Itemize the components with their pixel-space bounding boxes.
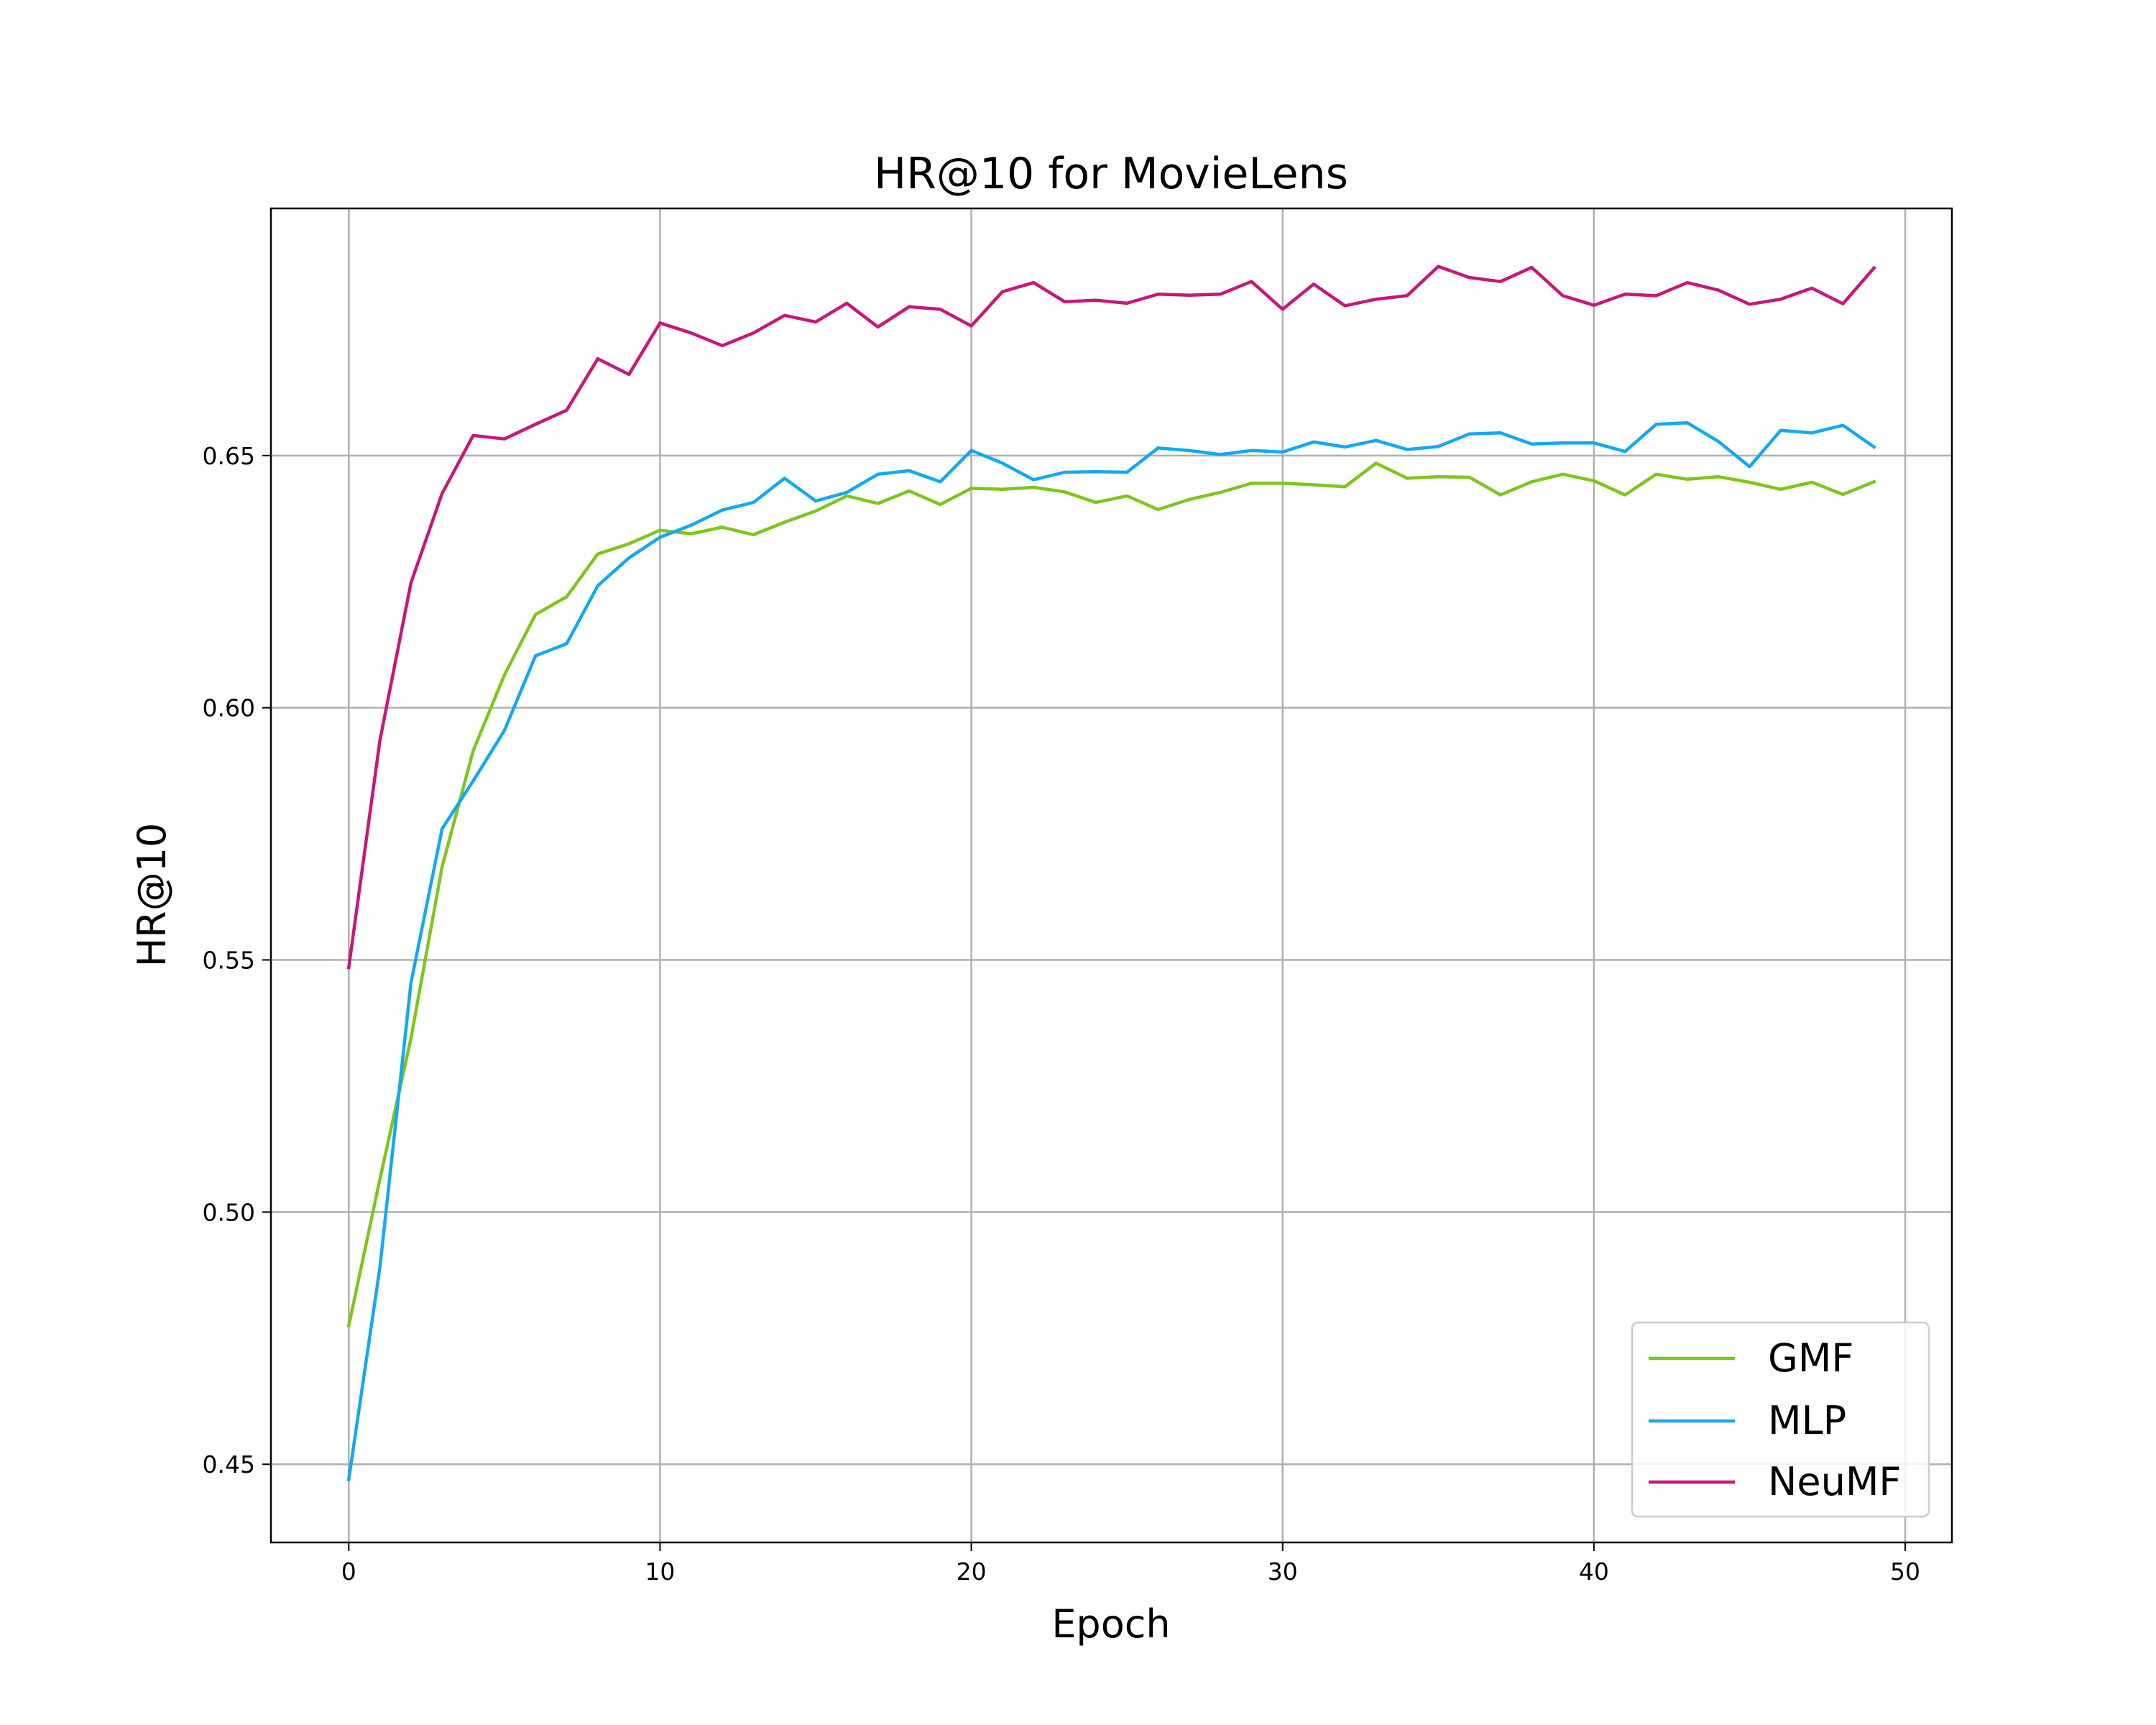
- x-tick-label: 0: [341, 1558, 356, 1586]
- legend-label-mlp: MLP: [1768, 1398, 1846, 1443]
- x-tick-label: 30: [1268, 1558, 1298, 1586]
- series-group: [346, 264, 1876, 1481]
- x-tick-label: 10: [645, 1558, 675, 1586]
- series-line-neumf: [346, 264, 1876, 970]
- ticks: 0 10 20 30 40 50 0.45 0.50 0.55 0.60 0.65: [203, 442, 1921, 1586]
- x-tick-label: 20: [957, 1558, 987, 1586]
- chart-title: HR@10 for MovieLens: [874, 149, 1348, 199]
- legend-label-neumf: NeuMF: [1768, 1459, 1902, 1504]
- y-tick-label: 0.50: [203, 1198, 255, 1226]
- y-tick-label: 0.65: [203, 442, 255, 470]
- y-tick-label: 0.60: [203, 694, 255, 722]
- series-line-gmf: [346, 461, 1876, 1328]
- x-tick-label: 40: [1579, 1558, 1609, 1586]
- series-line-mlp: [346, 420, 1876, 1481]
- x-axis-label: Epoch: [1051, 1601, 1170, 1647]
- y-axis-label: HR@10: [129, 823, 175, 967]
- legend: GMF MLP NeuMF: [1631, 1321, 1930, 1518]
- x-tick-label: 50: [1890, 1558, 1920, 1586]
- y-tick-label: 0.55: [203, 947, 255, 975]
- y-tick-label: 0.45: [203, 1450, 255, 1478]
- legend-box: [1631, 1321, 1930, 1518]
- plot-frame: [270, 207, 1953, 1544]
- legend-label-gmf: GMF: [1768, 1335, 1854, 1381]
- grid: [271, 208, 1952, 1542]
